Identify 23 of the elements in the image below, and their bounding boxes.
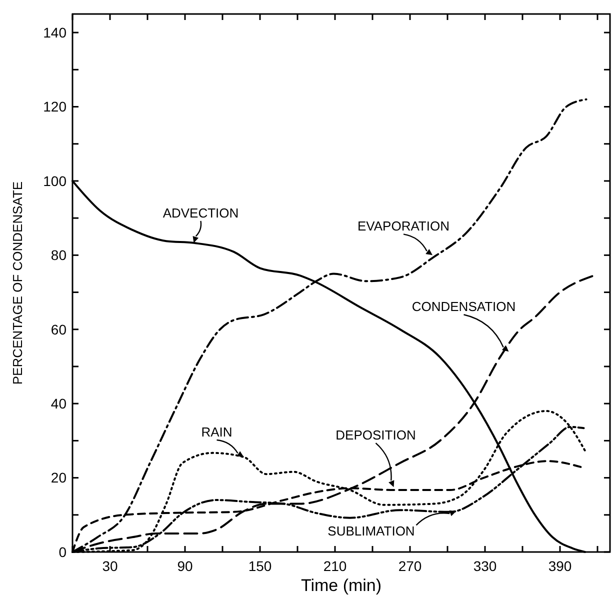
y-tick-label: 80 [50, 247, 67, 264]
y-tick-label: 40 [50, 395, 67, 412]
x-tick-label: 330 [473, 558, 497, 574]
x-tick-label: 210 [323, 558, 347, 574]
x-tick-label: 90 [177, 558, 193, 574]
x-tick-label: 30 [102, 558, 118, 574]
y-tick-label: 20 [50, 470, 67, 486]
annotation: SUBLIMATION [328, 524, 415, 539]
x-tick-label: 270 [398, 558, 422, 574]
annotation: RAIN [201, 424, 232, 440]
y-tick-label: 0 [58, 544, 67, 560]
x-tick-label: 390 [548, 558, 572, 574]
y-tick-label: 100 [43, 172, 67, 189]
annotation: EVAPORATION [358, 218, 450, 234]
y-tick-label: 60 [50, 321, 67, 338]
annotation: CONDENSATION [412, 299, 516, 314]
y-tick-label: 120 [43, 98, 67, 115]
x-axis-title: Time (min) [300, 576, 382, 595]
y-axis-title: PERCENTAGE OF CONDENSATE [10, 181, 25, 385]
y-tick-label: 140 [43, 24, 67, 40]
annotation: ADVECTION [162, 205, 239, 220]
x-tick-label: 150 [248, 558, 272, 574]
annotation: DEPOSITION [336, 428, 416, 443]
